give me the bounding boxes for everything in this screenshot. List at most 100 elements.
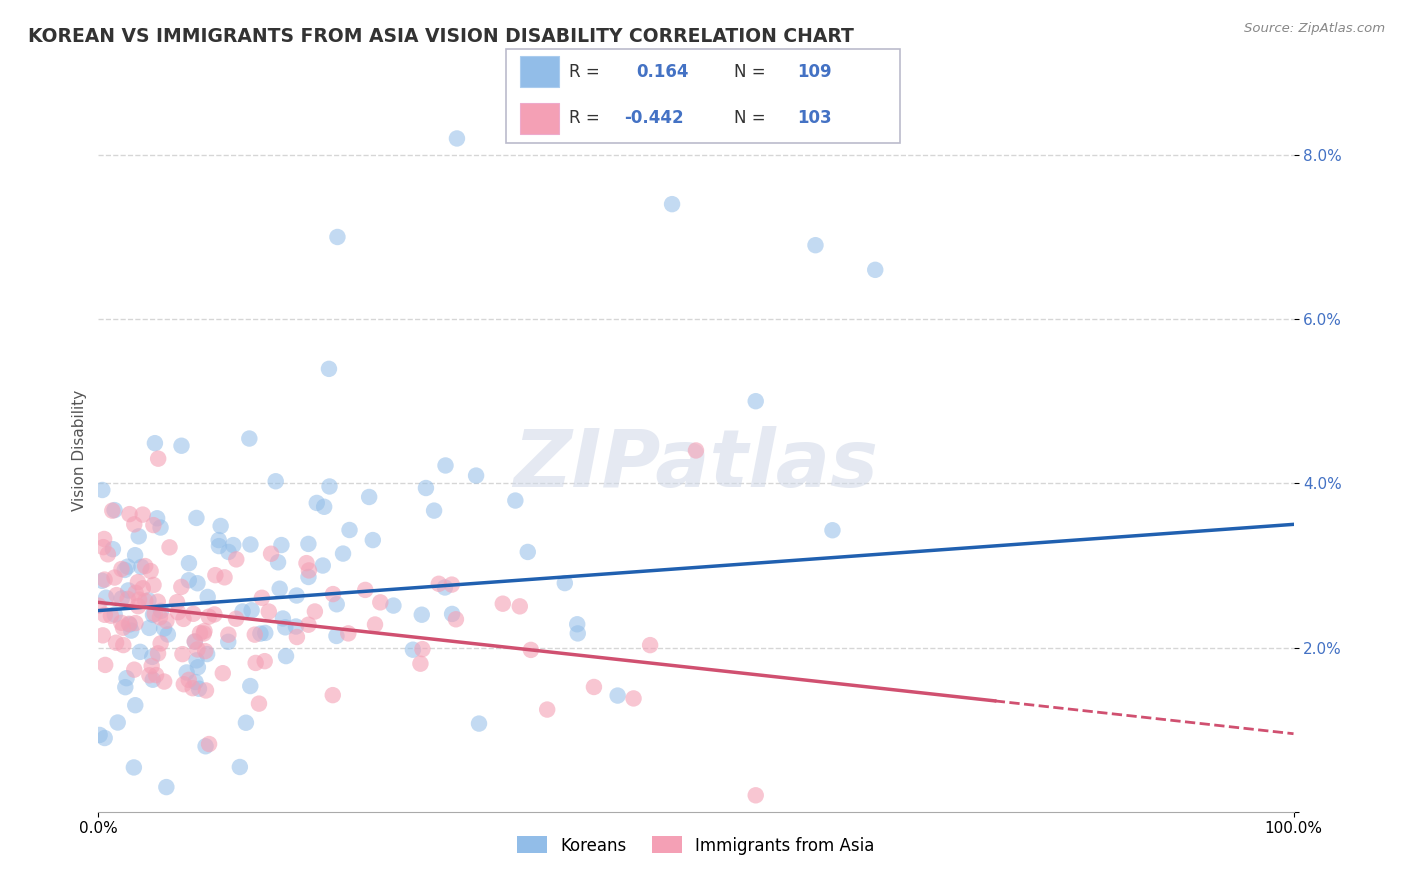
Point — [118, 616, 141, 631]
Point — [186, 576, 208, 591]
Point — [146, 646, 169, 660]
Point — [745, 789, 768, 803]
Point — [149, 636, 172, 650]
Point — [222, 538, 245, 552]
Point — [411, 642, 433, 657]
Point — [115, 671, 138, 685]
Point — [433, 581, 456, 595]
Point — [110, 615, 132, 630]
Point — [97, 547, 120, 561]
Point — [254, 626, 277, 640]
Point — [415, 481, 437, 495]
Point — [128, 592, 150, 607]
Point — [124, 616, 146, 631]
Point — [150, 604, 173, 618]
Point — [325, 629, 347, 643]
Point — [218, 545, 240, 559]
Point — [225, 612, 247, 626]
Point — [269, 582, 291, 596]
Point — [138, 621, 160, 635]
Point — [238, 432, 260, 446]
Point — [745, 394, 768, 409]
Point — [225, 552, 247, 566]
Point — [170, 580, 193, 594]
Point — [93, 573, 115, 587]
Point — [440, 577, 463, 591]
Point — [354, 582, 377, 597]
Point — [153, 674, 176, 689]
Point — [402, 642, 425, 657]
Point — [87, 599, 110, 613]
Point — [100, 608, 122, 623]
Point — [118, 617, 141, 632]
Point — [468, 716, 491, 731]
Point — [167, 605, 190, 619]
Point — [661, 197, 683, 211]
Point — [186, 511, 208, 525]
Point — [146, 511, 169, 525]
Point — [141, 659, 163, 673]
Point — [318, 362, 340, 376]
Point — [127, 575, 149, 590]
Point — [177, 574, 200, 588]
Point — [93, 731, 115, 745]
Text: 103: 103 — [797, 110, 832, 128]
Point — [247, 697, 270, 711]
Point — [193, 626, 215, 640]
Point — [155, 780, 177, 794]
Point — [101, 503, 124, 517]
Text: N =: N = — [734, 62, 772, 80]
Point — [193, 624, 215, 638]
Point — [194, 739, 217, 754]
Point — [305, 496, 328, 510]
Point — [409, 657, 432, 671]
Point — [209, 519, 232, 533]
Point — [117, 583, 139, 598]
Point — [423, 503, 446, 517]
Point — [217, 628, 239, 642]
Point — [325, 597, 347, 611]
Point — [184, 675, 207, 690]
Point — [132, 582, 155, 596]
Point — [93, 532, 115, 546]
Point — [117, 591, 139, 606]
Point — [101, 542, 124, 557]
Point — [117, 559, 139, 574]
Text: R =: R = — [569, 62, 600, 80]
Point — [149, 610, 172, 624]
Point — [111, 591, 134, 606]
Point — [314, 500, 336, 514]
Point — [173, 677, 195, 691]
Point — [197, 590, 219, 604]
Point — [295, 556, 318, 570]
Point — [520, 643, 543, 657]
Point — [509, 599, 531, 614]
Point — [177, 556, 200, 570]
Point — [274, 620, 297, 634]
FancyBboxPatch shape — [506, 49, 900, 143]
Point — [194, 644, 217, 658]
Point — [91, 628, 114, 642]
Point — [128, 529, 150, 543]
Point — [143, 436, 166, 450]
Point — [110, 562, 132, 576]
Point — [91, 483, 114, 497]
Point — [141, 649, 163, 664]
Point — [142, 578, 165, 592]
Point — [465, 468, 488, 483]
Point — [284, 619, 307, 633]
Point — [270, 538, 292, 552]
Point — [267, 555, 290, 569]
Point — [153, 622, 176, 636]
Point — [229, 760, 252, 774]
Point — [139, 564, 162, 578]
Point — [339, 523, 361, 537]
Text: N =: N = — [734, 110, 772, 128]
Point — [112, 638, 135, 652]
Point — [240, 603, 263, 617]
Point — [368, 595, 391, 609]
Point — [249, 626, 271, 640]
Point — [138, 668, 160, 682]
Point — [148, 451, 170, 466]
Point — [198, 737, 221, 751]
